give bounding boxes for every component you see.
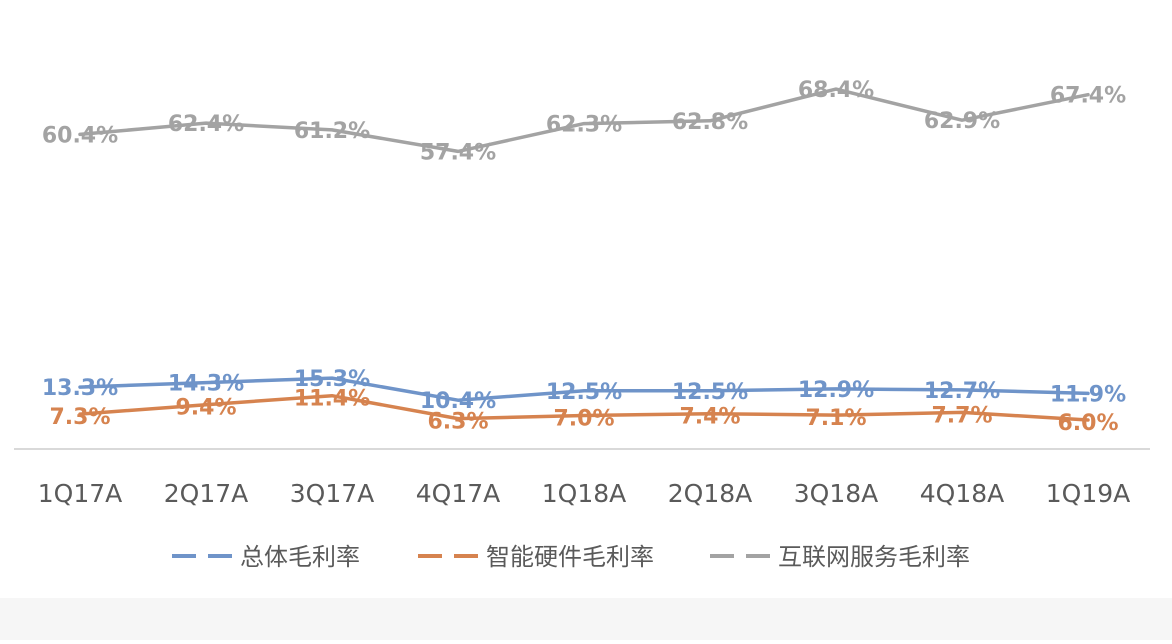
bottom-strip — [0, 598, 1172, 640]
data-label: 67.4% — [1050, 84, 1126, 109]
data-label: 11.9% — [1050, 382, 1126, 407]
data-label: 13.3% — [42, 376, 118, 401]
data-label: 62.8% — [672, 110, 748, 135]
data-label: 12.5% — [546, 380, 622, 405]
data-label: 6.3% — [427, 410, 488, 435]
data-label: 12.5% — [672, 380, 748, 405]
legend-label: 互联网服务毛利率 — [778, 543, 970, 571]
data-label: 7.0% — [553, 407, 614, 432]
data-label: 62.4% — [168, 112, 244, 137]
legend-item: 总体毛利率 — [172, 543, 360, 571]
series-line — [78, 376, 1090, 402]
x-tick-label: 1Q18A — [542, 479, 627, 508]
data-label: 62.3% — [546, 113, 622, 138]
series-line — [78, 393, 1090, 422]
data-label: 15.3% — [294, 367, 370, 392]
legend-label: 智能硬件毛利率 — [486, 543, 654, 571]
data-label: 68.4% — [798, 78, 874, 103]
x-tick-label: 3Q18A — [794, 479, 879, 508]
x-tick-label: 4Q17A — [416, 479, 501, 508]
legend-item: 互联网服务毛利率 — [710, 543, 970, 571]
series-line — [78, 87, 1090, 154]
data-label: 62.9% — [924, 109, 1000, 134]
x-tick-label: 2Q17A — [164, 479, 249, 508]
data-label: 12.7% — [924, 379, 1000, 404]
data-label: 7.3% — [49, 405, 110, 430]
data-label: 61.2% — [294, 119, 370, 144]
data-label: 60.4% — [42, 123, 118, 148]
x-tick-label: 4Q18A — [920, 479, 1005, 508]
data-label: 10.4% — [420, 389, 496, 414]
x-tick-label: 1Q19A — [1046, 479, 1131, 508]
x-tick-label: 1Q17A — [38, 479, 123, 508]
x-tick-label: 3Q17A — [290, 479, 375, 508]
data-label: 9.4% — [175, 396, 236, 421]
data-label: 11.4% — [294, 387, 370, 412]
x-tick-label: 2Q18A — [668, 479, 753, 508]
legend-item: 智能硬件毛利率 — [418, 543, 654, 571]
data-label: 7.7% — [931, 403, 992, 428]
data-label: 57.4% — [420, 140, 496, 165]
data-label: 7.1% — [805, 406, 866, 431]
data-label: 14.3% — [168, 372, 244, 397]
data-label: 12.9% — [798, 378, 874, 403]
data-label: 6.0% — [1057, 411, 1118, 436]
legend-label: 总体毛利率 — [240, 543, 360, 571]
data-label: 7.4% — [679, 405, 740, 430]
